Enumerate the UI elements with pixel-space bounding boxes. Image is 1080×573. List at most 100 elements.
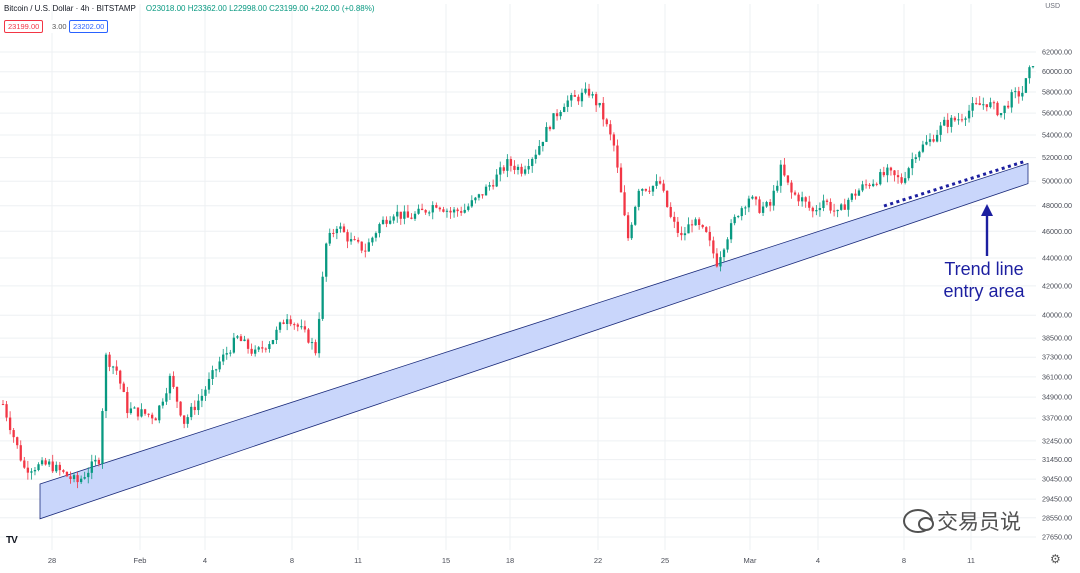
x-tick-label: 18 — [506, 556, 514, 565]
candle-body — [76, 475, 79, 483]
candle-body — [236, 336, 239, 338]
candle-body — [140, 409, 143, 417]
candle-body — [229, 352, 232, 354]
candle-body — [495, 174, 498, 187]
y-tick-label: 62000.00 — [1042, 48, 1072, 57]
candle-body — [285, 319, 289, 324]
candle-body — [168, 375, 172, 394]
candle-body — [37, 464, 40, 471]
currency-label[interactable]: USD — [1045, 3, 1060, 10]
candle-body — [790, 182, 793, 193]
candle-body — [396, 211, 399, 217]
candle-body — [896, 175, 900, 178]
trend-band-area — [39, 162, 1029, 520]
candle-body — [584, 88, 587, 93]
y-tick-label: 28550.00 — [1042, 513, 1072, 522]
candle-body — [619, 167, 623, 193]
x-tick-label: 8 — [902, 556, 906, 565]
candle-body — [33, 470, 37, 472]
candle-body — [747, 198, 751, 208]
candle-body — [147, 413, 150, 415]
candle-body — [161, 401, 164, 406]
candle-body — [218, 361, 221, 370]
candle-body — [108, 354, 111, 367]
symbol-title[interactable]: Bitcoin / U.S. Dollar · 4h · BITSTAMP — [4, 4, 136, 13]
x-tick-label: Feb — [134, 556, 147, 565]
candle-body — [243, 339, 246, 342]
candle-body — [634, 206, 637, 225]
y-tick-label: 46000.00 — [1042, 227, 1072, 236]
candle-body — [136, 407, 140, 417]
candle-body — [918, 151, 921, 158]
candle-body — [793, 192, 797, 195]
candle-body — [1010, 92, 1013, 108]
candle-body — [261, 347, 264, 349]
candle-body — [673, 216, 676, 222]
candle-body — [843, 204, 846, 210]
candle-body — [598, 102, 601, 106]
candle-body — [417, 208, 420, 214]
candle-body — [19, 445, 22, 461]
bid-price-button[interactable]: 23199.00 — [4, 20, 44, 33]
candle-body — [133, 407, 136, 409]
candle-body — [559, 111, 562, 117]
wechat-icon — [903, 509, 934, 533]
candle-body — [545, 126, 548, 142]
candle-body — [761, 206, 765, 213]
candle-body — [623, 192, 626, 216]
candle-body — [765, 202, 768, 207]
candle-body — [328, 232, 331, 244]
y-tick-label: 50000.00 — [1042, 177, 1072, 186]
candle-body — [754, 196, 758, 200]
candle-body — [861, 184, 864, 191]
candle-body — [254, 349, 257, 354]
gear-icon[interactable]: ⚙ — [1050, 552, 1061, 566]
y-tick-label: 60000.00 — [1042, 67, 1072, 76]
arrow-head — [981, 204, 993, 216]
candle-body — [587, 88, 591, 96]
candle-body — [90, 461, 93, 473]
candle-body — [449, 210, 452, 213]
ask-price-button[interactable]: 23202.00 — [69, 20, 109, 33]
candle-body — [79, 478, 83, 483]
candle-body — [662, 183, 665, 191]
candle-body — [111, 366, 115, 368]
candle-body — [442, 209, 445, 212]
ohlc-readout: O23018.00 H23362.00 L22998.00 C23199.00 … — [145, 4, 375, 13]
x-tick-label: 25 — [661, 556, 669, 565]
candle-body — [346, 232, 349, 242]
candle-body — [335, 228, 339, 234]
candle-body — [506, 159, 509, 171]
candle-body — [705, 227, 708, 232]
candle-body — [914, 157, 917, 160]
candle-body — [900, 177, 903, 183]
candle-body — [903, 178, 907, 183]
candle-body — [975, 103, 978, 105]
annotation-line-1: Trend line — [944, 259, 1024, 279]
time-axis[interactable]: 28 Feb 4 8 11 15 18 22 25 Mar 4 8 11 — [48, 556, 975, 565]
candle-body — [715, 253, 719, 267]
candle-body — [999, 113, 1003, 116]
tradingview-logo[interactable]: TV — [6, 535, 18, 546]
annotation-arrow — [981, 204, 993, 256]
candle-body — [420, 208, 424, 211]
candle-body — [815, 210, 818, 212]
candle-body — [811, 207, 814, 212]
candle-body — [271, 340, 275, 345]
candle-body — [946, 119, 949, 127]
candle-body — [857, 190, 861, 196]
candle-body — [872, 183, 875, 187]
candle-body — [392, 216, 395, 221]
candle-body — [847, 199, 850, 210]
candle-body — [825, 200, 829, 202]
candle-body — [538, 146, 541, 155]
candle-body — [580, 92, 584, 102]
candle-body — [310, 342, 314, 344]
candle-body — [822, 200, 825, 209]
candle-body — [808, 201, 811, 208]
candle-body — [850, 193, 854, 200]
candle-body — [616, 145, 619, 168]
candle-body — [1017, 91, 1020, 97]
candle-body — [879, 172, 882, 185]
price-axis[interactable]: 62000.00 60000.00 58000.00 56000.00 54000.00… — [1042, 48, 1072, 542]
